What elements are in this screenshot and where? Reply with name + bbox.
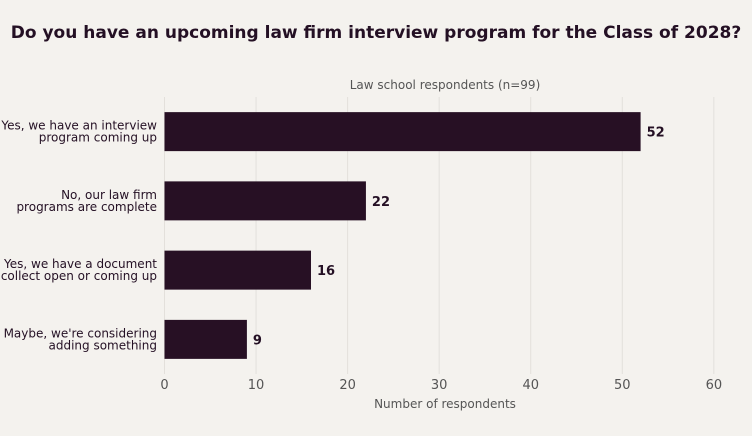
category-label: Yes, we have an interview program coming … xyxy=(0,119,157,145)
bar-value-label: 9 xyxy=(253,333,262,348)
bars: 52 Yes, we have an interview program comin… xyxy=(0,112,665,359)
bar-value-label: 16 xyxy=(317,264,335,279)
bar xyxy=(164,112,641,152)
category-label-line: Maybe, we're considering xyxy=(4,326,157,340)
x-tick-label: 30 xyxy=(431,378,448,393)
bar-value-label: 52 xyxy=(647,126,665,141)
category-label: Maybe, we're considering adding something xyxy=(4,326,157,352)
x-tick-label: 20 xyxy=(339,378,356,393)
bar-value-label: 22 xyxy=(372,195,390,210)
category-label-line: Yes, we have an interview xyxy=(0,119,157,133)
category-label: Yes, we have a document collect open or c… xyxy=(1,257,157,283)
x-tick-label: 50 xyxy=(614,378,631,393)
category-label-line: program coming up xyxy=(39,131,157,145)
chart-subtitle: Law school respondents (n=99) xyxy=(350,78,541,92)
bar xyxy=(164,319,247,359)
x-tick-label: 40 xyxy=(522,378,539,393)
x-tick-label: 0 xyxy=(160,378,168,393)
category-label-line: Yes, we have a document xyxy=(3,257,157,271)
category-label-line: programs are complete xyxy=(16,200,157,214)
x-tick-label: 60 xyxy=(706,378,723,393)
x-axis-ticks: 0 10 20 30 40 50 60 xyxy=(160,378,722,393)
bar xyxy=(164,181,366,221)
category-label: No, our law firm programs are complete xyxy=(16,188,157,214)
x-tick-label: 10 xyxy=(248,378,265,393)
bar xyxy=(164,250,311,290)
category-label-line: collect open or coming up xyxy=(1,269,157,283)
x-axis-title: Number of respondents xyxy=(374,397,516,411)
category-label-line: adding something xyxy=(49,338,158,352)
chart-title: Do you have an upcoming law firm intervi… xyxy=(11,23,741,43)
category-label-line: No, our law firm xyxy=(61,188,157,202)
